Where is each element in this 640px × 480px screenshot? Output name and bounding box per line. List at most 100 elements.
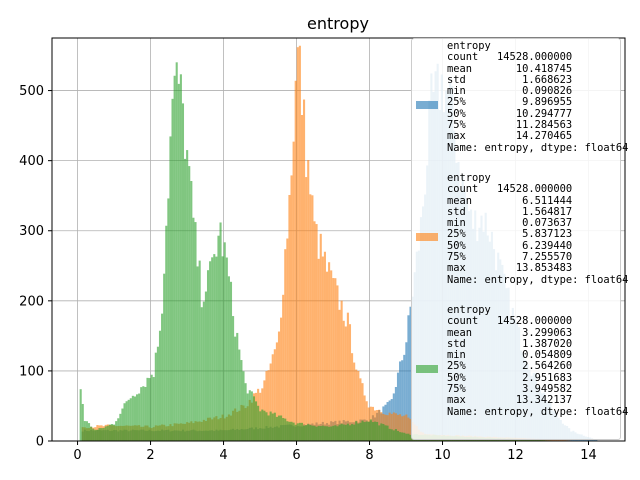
histogram-bar	[545, 439, 548, 441]
histogram-bar	[407, 315, 410, 441]
histogram-bar	[225, 257, 228, 441]
histogram-bar	[138, 393, 141, 441]
histogram-bar	[298, 45, 301, 441]
histogram-bar	[263, 410, 266, 441]
histogram-bar	[307, 160, 310, 441]
histogram-bar	[221, 256, 224, 441]
histogram-bar	[269, 363, 272, 441]
histogram-bar	[240, 360, 243, 441]
histogram-bar	[332, 425, 335, 441]
histogram-bar	[399, 361, 402, 441]
histogram-bar	[94, 429, 97, 441]
histogram-bar	[532, 439, 535, 441]
histogram-bar	[405, 342, 408, 441]
histogram-bar	[359, 378, 362, 441]
plot-frame	[51, 37, 626, 442]
x-tick-label: 0	[73, 448, 81, 463]
histogram-bar	[555, 439, 558, 441]
histogram-bar	[344, 326, 347, 441]
histogram-bar	[267, 370, 270, 441]
histogram-bar	[540, 439, 544, 441]
histogram-bar	[305, 177, 308, 442]
histogram-bar	[200, 307, 203, 441]
histogram-bar	[242, 371, 245, 441]
histogram-bar	[390, 429, 393, 441]
histogram-bar	[328, 426, 331, 441]
histogram-bar	[254, 401, 258, 441]
histogram-bar	[232, 316, 235, 441]
histogram-bar	[365, 401, 368, 441]
histogram-bar	[125, 401, 128, 441]
histogram-bar	[303, 99, 306, 442]
legend-swatch-2	[416, 233, 438, 241]
histogram-bar	[257, 405, 260, 441]
histogram-bar	[282, 418, 285, 441]
histogram-bar	[223, 242, 226, 441]
histogram-bar	[522, 439, 525, 441]
histogram-bar	[342, 424, 345, 441]
histogram-bar	[90, 426, 93, 441]
histogram-bar	[100, 428, 103, 441]
histogram-bar	[536, 439, 539, 441]
y-tick-label: 0	[36, 435, 44, 450]
histogram-bar	[127, 399, 130, 441]
y-tick-label: 400	[19, 154, 44, 169]
histogram-bar	[92, 428, 95, 441]
histogram-bar	[543, 439, 546, 441]
histogram-bar	[198, 260, 201, 441]
histogram-bar	[344, 424, 347, 441]
histogram-bar	[313, 425, 316, 441]
histogram-bar	[319, 426, 322, 441]
histogram-bar	[286, 238, 289, 441]
histogram-bar	[121, 408, 124, 441]
y-tick-label: 100	[19, 364, 44, 379]
histogram-bar	[321, 425, 324, 441]
histogram-bar	[351, 424, 354, 441]
histogram-bar	[296, 423, 299, 441]
histogram-bar	[315, 224, 318, 441]
x-tick-label: 4	[219, 448, 227, 463]
histogram-bar	[309, 194, 312, 441]
histogram-bar	[115, 421, 118, 441]
histogram-bar	[81, 403, 84, 441]
x-tick-label: 6	[292, 448, 300, 463]
histogram-bar	[401, 360, 404, 441]
histogram-bar	[388, 412, 391, 441]
histogram-bar	[271, 354, 274, 441]
histogram-bar	[355, 369, 358, 441]
histogram-bar	[85, 421, 88, 441]
histogram-bar	[206, 270, 210, 441]
histogram-bar	[148, 378, 151, 441]
histogram-bar	[334, 278, 337, 441]
histogram-bar	[117, 418, 120, 441]
histogram-bar	[348, 425, 352, 441]
histogram-bar	[313, 221, 316, 441]
histogram-bar	[271, 413, 274, 441]
histogram-bar	[288, 194, 291, 441]
histogram-bar	[165, 225, 168, 441]
histogram-bar	[361, 420, 364, 441]
histogram-bar	[286, 421, 289, 441]
histogram-bar	[315, 426, 318, 441]
histogram-bar	[357, 371, 360, 441]
histogram-bar	[167, 198, 170, 441]
histogram-bar	[325, 271, 329, 441]
histogram-bar	[158, 330, 162, 441]
x-tick-label: 12	[507, 448, 524, 463]
histogram-bar	[263, 380, 266, 441]
histogram-bar	[156, 346, 159, 441]
histogram-bar	[246, 393, 249, 441]
histogram-bar	[401, 432, 404, 441]
histogram-bar	[275, 342, 278, 441]
histogram-bar	[284, 249, 287, 441]
histogram-bar	[317, 426, 320, 441]
histogram-bar	[307, 424, 310, 441]
histogram-bar	[409, 418, 412, 441]
histogram-bar	[390, 413, 393, 441]
histogram-bar	[401, 416, 404, 441]
x-tick-label: 10	[434, 448, 451, 463]
histogram-bar	[204, 291, 207, 441]
histogram-bar	[399, 414, 402, 441]
histogram-bar	[131, 395, 134, 441]
histogram-bar	[378, 425, 381, 441]
